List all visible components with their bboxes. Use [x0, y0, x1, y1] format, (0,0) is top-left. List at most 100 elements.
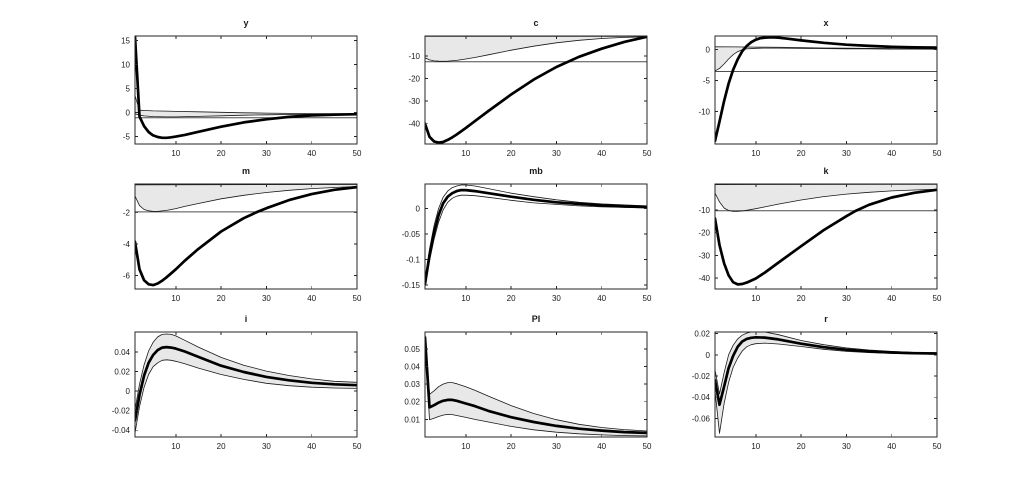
svg-text:0.04: 0.04 — [114, 348, 130, 357]
svg-text:0.02: 0.02 — [114, 368, 130, 377]
subplot-x: x 10 20 30 40 50 0 -5 -10 — [670, 17, 949, 167]
svg-text:40: 40 — [887, 149, 896, 158]
svg-text:20: 20 — [217, 294, 226, 303]
svg-text:50: 50 — [353, 442, 362, 451]
svg-text:-0.02: -0.02 — [692, 372, 711, 381]
svg-text:10: 10 — [461, 149, 470, 158]
svg-text:40: 40 — [307, 442, 316, 451]
svg-text:0.02: 0.02 — [404, 398, 420, 407]
svg-text:0: 0 — [706, 351, 711, 360]
svg-text:-5: -5 — [123, 132, 131, 141]
svg-text:50: 50 — [933, 442, 942, 451]
svg-text:20: 20 — [797, 149, 806, 158]
svg-text:-4: -4 — [123, 240, 131, 249]
subplot-title: r — [824, 314, 828, 324]
svg-text:50: 50 — [643, 149, 652, 158]
svg-text:-6: -6 — [123, 272, 131, 281]
svg-text:50: 50 — [933, 294, 942, 303]
svg-text:-0.04: -0.04 — [692, 393, 711, 402]
svg-text:0: 0 — [416, 205, 421, 214]
svg-text:10: 10 — [461, 294, 470, 303]
subplot-pi: PI 10 20 30 40 50 0.05 0.04 0.03 0.02 0.01 — [380, 313, 659, 463]
svg-text:5: 5 — [126, 84, 131, 93]
plot-area-x: 10 20 30 40 50 0 -5 -10 — [698, 35, 942, 158]
svg-text:10: 10 — [171, 149, 180, 158]
svg-text:10: 10 — [751, 149, 760, 158]
svg-text:30: 30 — [842, 149, 851, 158]
svg-text:-0.06: -0.06 — [692, 414, 711, 423]
subplot-title: c — [533, 18, 539, 28]
svg-text:20: 20 — [797, 442, 806, 451]
subplot-i: i 10 20 30 40 50 0.04 0.02 0 -0.02 -0.04 — [90, 313, 369, 463]
subplot-title: PI — [531, 314, 541, 324]
svg-text:0.01: 0.01 — [404, 415, 420, 424]
svg-text:-40: -40 — [698, 274, 710, 283]
svg-text:-10: -10 — [698, 206, 710, 215]
svg-text:10: 10 — [171, 294, 180, 303]
svg-text:10: 10 — [171, 442, 180, 451]
svg-text:-20: -20 — [408, 75, 420, 84]
svg-text:0: 0 — [126, 387, 131, 396]
svg-text:30: 30 — [262, 149, 271, 158]
svg-text:20: 20 — [507, 442, 516, 451]
svg-text:-0.15: -0.15 — [402, 281, 421, 290]
subplot-title: m — [241, 166, 250, 176]
svg-text:30: 30 — [842, 442, 851, 451]
svg-text:10: 10 — [121, 60, 130, 69]
svg-text:30: 30 — [262, 442, 271, 451]
svg-text:20: 20 — [507, 149, 516, 158]
svg-text:30: 30 — [552, 294, 561, 303]
svg-text:40: 40 — [307, 149, 316, 158]
svg-text:-10: -10 — [698, 108, 710, 117]
svg-text:10: 10 — [461, 442, 470, 451]
subplot-title: k — [823, 166, 829, 176]
svg-text:-5: -5 — [703, 77, 711, 86]
plot-area-pi: 10 20 30 40 50 0.05 0.04 0.03 0.02 0.01 — [404, 331, 652, 451]
svg-text:0.03: 0.03 — [404, 380, 420, 389]
svg-text:10: 10 — [751, 294, 760, 303]
svg-text:0.05: 0.05 — [404, 345, 420, 354]
svg-text:20: 20 — [507, 294, 516, 303]
svg-text:30: 30 — [552, 149, 561, 158]
plot-area-m: 10 20 30 40 50 -2 -4 -6 — [123, 183, 362, 303]
subplot-m: m 10 20 30 40 50 -2 -4 -6 — [90, 165, 369, 315]
svg-text:-20: -20 — [698, 229, 710, 238]
svg-text:15: 15 — [121, 36, 130, 45]
svg-text:20: 20 — [217, 149, 226, 158]
svg-text:-2: -2 — [123, 209, 131, 218]
svg-text:20: 20 — [217, 442, 226, 451]
svg-text:40: 40 — [597, 442, 606, 451]
plot-area-i: 10 20 30 40 50 0.04 0.02 0 -0.02 -0.04 — [112, 331, 362, 451]
svg-text:50: 50 — [643, 442, 652, 451]
svg-text:30: 30 — [842, 294, 851, 303]
svg-text:0.04: 0.04 — [404, 362, 420, 371]
svg-text:-30: -30 — [698, 251, 710, 260]
svg-text:30: 30 — [552, 442, 561, 451]
svg-text:0.02: 0.02 — [694, 330, 710, 339]
plot-area-c: 10 20 30 40 50 -10 -20 -30 -40 — [408, 35, 652, 158]
plot-area-r: 10 20 30 40 50 0.02 0 -0.02 -0.04 -0.06 — [692, 330, 942, 451]
svg-text:-10: -10 — [408, 52, 420, 61]
plot-area-mb: 10 20 30 40 50 0 -0.05 -0.1 -0.15 — [402, 183, 652, 303]
plot-area-k: 10 20 30 40 50 -10 -20 -30 -40 — [698, 183, 942, 303]
svg-text:-0.05: -0.05 — [402, 230, 421, 239]
svg-text:40: 40 — [887, 294, 896, 303]
subplot-mb: mb 10 20 30 40 50 0 -0.05 -0.1 -0.15 — [380, 165, 659, 315]
svg-text:40: 40 — [887, 442, 896, 451]
svg-text:0: 0 — [706, 45, 711, 54]
subplot-title: i — [244, 314, 248, 324]
subplot-y: y 10 20 30 40 50 15 10 5 0 -5 — [90, 17, 369, 167]
subplot-r: r 10 20 30 40 50 0.02 0 -0.02 -0.04 -0.06 — [670, 313, 949, 463]
svg-text:20: 20 — [797, 294, 806, 303]
svg-text:-30: -30 — [408, 97, 420, 106]
subplot-title: x — [823, 18, 829, 28]
subplot-c: c 10 20 30 40 50 -10 -20 -30 -40 — [380, 17, 659, 167]
svg-text:-0.04: -0.04 — [112, 426, 131, 435]
svg-text:10: 10 — [751, 442, 760, 451]
svg-text:-0.02: -0.02 — [112, 407, 131, 416]
svg-text:40: 40 — [597, 149, 606, 158]
svg-text:40: 40 — [307, 294, 316, 303]
subplot-k: k 10 20 30 40 50 -10 -20 -30 -40 — [670, 165, 949, 315]
